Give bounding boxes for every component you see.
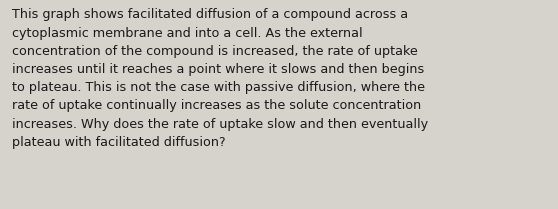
Text: This graph shows facilitated diffusion of a compound across a
cytoplasmic membra: This graph shows facilitated diffusion o… bbox=[12, 8, 429, 149]
